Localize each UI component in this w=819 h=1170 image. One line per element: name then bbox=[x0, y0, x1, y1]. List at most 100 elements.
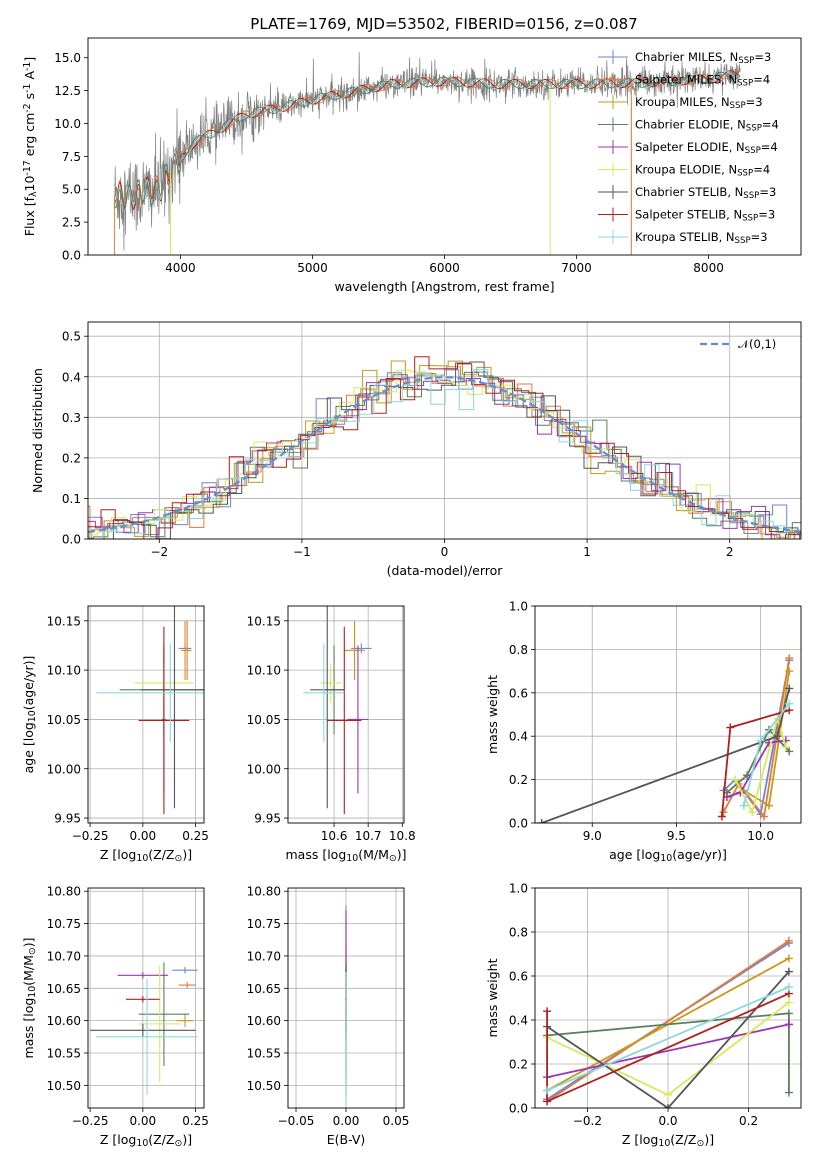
text-run: 𝒩(0,1) bbox=[738, 337, 776, 351]
text-run: Salpeter STELIB, N bbox=[635, 208, 742, 222]
text-run: 10 bbox=[22, 176, 37, 192]
x-tick-label: 1 bbox=[583, 545, 591, 559]
x-tick-label: −0.05 bbox=[278, 1114, 315, 1128]
weight-marker bbox=[756, 736, 765, 745]
x-tick-label: 10.6 bbox=[321, 829, 348, 843]
x-tick-label: −0.2 bbox=[573, 1114, 602, 1128]
x-axis-label: age [log10(age/yr)] bbox=[609, 847, 727, 864]
text-run: SSP bbox=[730, 101, 746, 111]
y-axis-label: mass [log10(M/M⊙)] bbox=[21, 938, 38, 1059]
y-tick-label: 10.60 bbox=[47, 1014, 81, 1028]
x-axis-label: wavelength [Angstrom, rest frame] bbox=[334, 279, 554, 294]
weight-marker bbox=[726, 723, 735, 732]
data-point bbox=[184, 1019, 186, 1022]
text-run: (Z/Z bbox=[670, 1132, 696, 1147]
text-run: mass weight bbox=[485, 675, 500, 754]
x-tick-label: 6000 bbox=[429, 261, 460, 275]
y-tick-label: 0.4 bbox=[62, 370, 81, 384]
text-run: (M/M bbox=[21, 955, 36, 986]
text-run: =3 bbox=[746, 95, 763, 109]
weight-marker bbox=[543, 1097, 552, 1106]
x-tick-label: 10.7 bbox=[355, 829, 382, 843]
axes-frame bbox=[287, 887, 405, 1109]
weight-marker bbox=[785, 699, 794, 708]
y-tick-label: 0.0 bbox=[62, 533, 81, 547]
text-run: erg cm bbox=[22, 113, 37, 161]
axes-frame bbox=[87, 887, 205, 1109]
residual-histogram bbox=[88, 369, 801, 539]
text-run: =4 bbox=[753, 163, 770, 177]
text-run: (Z/Z bbox=[148, 1132, 174, 1147]
weight-marker bbox=[785, 684, 794, 693]
y-tick-label: 10.70 bbox=[47, 949, 81, 963]
text-run: Chabrier ELODIE, N bbox=[635, 118, 746, 132]
y-axis-label: Normed distribution bbox=[30, 368, 45, 493]
y-tick-label: 10.80 bbox=[47, 885, 81, 899]
text-run: age [log bbox=[21, 722, 36, 773]
y-tick-label: 0.8 bbox=[509, 643, 528, 657]
x-tick-label: 0.25 bbox=[182, 829, 209, 843]
text-run: =3 bbox=[758, 208, 775, 222]
text-run: (age/yr)] bbox=[21, 656, 36, 711]
weight-marker bbox=[739, 801, 748, 810]
x-tick-label: 4000 bbox=[165, 261, 196, 275]
text-run: SSP bbox=[746, 124, 762, 134]
text-run: )] bbox=[182, 847, 192, 862]
axes-frame bbox=[87, 605, 205, 824]
text-run: Kroupa STELIB, N bbox=[635, 230, 735, 244]
y-tick-label: 10.65 bbox=[47, 982, 81, 996]
y-tick-label: 10.10 bbox=[47, 664, 81, 678]
text-run: wavelength [Angstrom, rest frame] bbox=[334, 279, 554, 294]
grid bbox=[288, 606, 404, 823]
y-tick-label: 0.1 bbox=[62, 492, 81, 506]
weight-line bbox=[726, 739, 786, 798]
data-point bbox=[186, 984, 188, 986]
text-run: )] bbox=[182, 1132, 192, 1147]
data-point bbox=[345, 1036, 347, 1038]
text-run: Z [log bbox=[100, 847, 136, 862]
data-point bbox=[163, 1013, 165, 1015]
text-run: =4 bbox=[761, 140, 778, 154]
text-run: A bbox=[22, 71, 37, 84]
grid bbox=[535, 605, 801, 824]
axes-weight-vs-Z: −0.2 0.0 0.2 0.0 0.2 0.4 0.6 0.8 1.0 Z [log10(Z/Z… bbox=[485, 882, 802, 1149]
residual-histogram bbox=[88, 378, 801, 539]
data-point bbox=[326, 689, 329, 691]
x-tick-label: −0.25 bbox=[72, 1114, 109, 1128]
model-spectrum-line bbox=[113, 71, 741, 210]
weight-marker bbox=[537, 819, 546, 823]
text-run: age [log bbox=[609, 847, 660, 862]
residual-histogram bbox=[88, 368, 801, 539]
weight-marker bbox=[784, 983, 793, 991]
text-run: =3 bbox=[759, 185, 776, 199]
text-run: (data-model)/error bbox=[387, 563, 504, 578]
x-tick-label: 0.00 bbox=[129, 1114, 156, 1128]
text-run: SSP bbox=[735, 236, 751, 246]
y-axis-label: age [log10(age/yr)] bbox=[21, 656, 38, 774]
weight-marker bbox=[784, 936, 793, 945]
x-axis-label: Z [log10(Z/Z⊙)] bbox=[100, 1132, 192, 1149]
y-tick-label: 10.50 bbox=[247, 1079, 281, 1093]
y-tick-label: 10.65 bbox=[247, 982, 281, 996]
x-tick-label: 9.5 bbox=[667, 829, 686, 843]
y-tick-label: 0.4 bbox=[509, 730, 528, 744]
y-tick-label: 1.0 bbox=[509, 882, 528, 896]
text-run: 10 bbox=[136, 853, 148, 864]
text-run: (M/M bbox=[358, 847, 389, 862]
text-run: 10 bbox=[27, 710, 38, 722]
y-tick-label: 10.10 bbox=[247, 664, 281, 678]
x-tick-label: 7000 bbox=[561, 261, 592, 275]
x-tick-label: −2 bbox=[150, 545, 168, 559]
text-run: -2 bbox=[22, 103, 33, 112]
y-tick-label: 9.95 bbox=[54, 812, 81, 826]
text-run: =4 bbox=[762, 118, 779, 132]
x-tick-label: −0.25 bbox=[72, 829, 109, 843]
y-axis-label: mass weight bbox=[485, 958, 500, 1037]
legend-label-2: Kroupa MILES, NSSP=3 bbox=[635, 95, 763, 111]
data-point bbox=[169, 692, 172, 694]
chart-title: PLATE=1769, MJD=53502, FIBERID=0156, z=0… bbox=[250, 15, 637, 33]
data-point bbox=[173, 689, 176, 691]
text-run: Kroupa ELODIE, N bbox=[635, 163, 737, 177]
y-tick-label: 0.4 bbox=[509, 1014, 528, 1028]
text-run: 10 bbox=[27, 986, 38, 998]
